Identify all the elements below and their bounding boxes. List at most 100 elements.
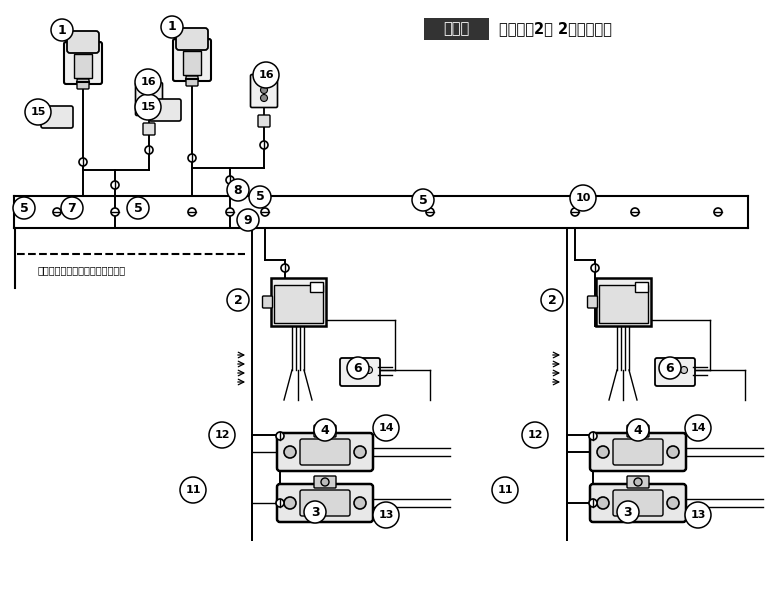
Circle shape bbox=[597, 446, 609, 458]
Circle shape bbox=[634, 427, 642, 435]
Circle shape bbox=[249, 186, 271, 208]
Text: 2: 2 bbox=[234, 293, 243, 307]
Circle shape bbox=[180, 477, 206, 503]
Circle shape bbox=[237, 209, 259, 231]
Text: 6: 6 bbox=[353, 361, 363, 374]
FancyBboxPatch shape bbox=[77, 79, 89, 89]
FancyBboxPatch shape bbox=[300, 439, 350, 465]
FancyBboxPatch shape bbox=[613, 439, 663, 465]
Circle shape bbox=[662, 367, 669, 373]
Text: 14: 14 bbox=[378, 423, 394, 433]
Text: 3: 3 bbox=[624, 505, 633, 518]
Text: 9: 9 bbox=[243, 214, 252, 226]
Text: 6: 6 bbox=[665, 361, 675, 374]
FancyBboxPatch shape bbox=[258, 115, 270, 127]
Circle shape bbox=[261, 86, 268, 94]
FancyBboxPatch shape bbox=[587, 296, 597, 308]
Circle shape bbox=[276, 432, 284, 440]
Circle shape bbox=[492, 477, 518, 503]
Text: エンジン2機 2箇所操作時: エンジン2機 2箇所操作時 bbox=[499, 22, 612, 37]
Circle shape bbox=[146, 86, 153, 94]
Text: バックアップ配線（オプション）: バックアップ配線（オプション） bbox=[38, 265, 126, 275]
Circle shape bbox=[522, 422, 548, 448]
Circle shape bbox=[135, 94, 161, 120]
FancyBboxPatch shape bbox=[314, 425, 336, 437]
Circle shape bbox=[51, 19, 73, 41]
Text: 1: 1 bbox=[168, 20, 176, 34]
FancyBboxPatch shape bbox=[598, 285, 647, 323]
FancyBboxPatch shape bbox=[176, 28, 208, 50]
Circle shape bbox=[348, 367, 354, 373]
Circle shape bbox=[412, 189, 434, 211]
Circle shape bbox=[261, 208, 269, 216]
Text: 13: 13 bbox=[690, 510, 706, 520]
Circle shape bbox=[25, 99, 51, 125]
FancyBboxPatch shape bbox=[186, 76, 198, 86]
Circle shape bbox=[672, 367, 679, 373]
Text: 13: 13 bbox=[378, 510, 394, 520]
Circle shape bbox=[111, 181, 119, 189]
Circle shape bbox=[127, 197, 149, 219]
FancyBboxPatch shape bbox=[64, 42, 102, 84]
Circle shape bbox=[227, 289, 249, 311]
FancyBboxPatch shape bbox=[340, 358, 380, 386]
Circle shape bbox=[659, 357, 681, 379]
Circle shape bbox=[354, 446, 366, 458]
FancyBboxPatch shape bbox=[590, 433, 686, 471]
Text: 4: 4 bbox=[633, 424, 643, 437]
Circle shape bbox=[146, 94, 153, 101]
Circle shape bbox=[680, 367, 687, 373]
FancyBboxPatch shape bbox=[274, 285, 322, 323]
Circle shape bbox=[591, 264, 599, 272]
Circle shape bbox=[13, 197, 35, 219]
Circle shape bbox=[597, 497, 609, 509]
Circle shape bbox=[373, 502, 399, 528]
Text: 2: 2 bbox=[548, 293, 556, 307]
FancyBboxPatch shape bbox=[263, 296, 272, 308]
Circle shape bbox=[79, 158, 87, 166]
Circle shape bbox=[347, 357, 369, 379]
Circle shape bbox=[627, 419, 649, 441]
FancyBboxPatch shape bbox=[271, 278, 325, 326]
Text: 12: 12 bbox=[215, 430, 230, 440]
FancyBboxPatch shape bbox=[250, 74, 278, 107]
FancyBboxPatch shape bbox=[595, 278, 651, 326]
Circle shape bbox=[188, 208, 196, 216]
Circle shape bbox=[111, 208, 119, 216]
Text: 11: 11 bbox=[186, 485, 200, 495]
Text: 5: 5 bbox=[256, 191, 264, 203]
FancyBboxPatch shape bbox=[655, 358, 695, 386]
Circle shape bbox=[284, 446, 296, 458]
FancyBboxPatch shape bbox=[173, 39, 211, 81]
Text: 構成図: 構成図 bbox=[443, 22, 469, 37]
Circle shape bbox=[61, 197, 83, 219]
Circle shape bbox=[314, 419, 336, 441]
Circle shape bbox=[631, 208, 639, 216]
FancyBboxPatch shape bbox=[277, 484, 373, 522]
Circle shape bbox=[226, 176, 234, 184]
FancyBboxPatch shape bbox=[67, 31, 99, 53]
Text: 5: 5 bbox=[20, 202, 28, 214]
Circle shape bbox=[634, 478, 642, 486]
Circle shape bbox=[685, 502, 711, 528]
Circle shape bbox=[226, 208, 234, 216]
Text: 15: 15 bbox=[30, 107, 46, 117]
Circle shape bbox=[281, 264, 289, 272]
Circle shape bbox=[366, 367, 373, 373]
Circle shape bbox=[589, 499, 597, 507]
FancyBboxPatch shape bbox=[314, 476, 336, 488]
FancyBboxPatch shape bbox=[310, 282, 322, 292]
FancyBboxPatch shape bbox=[41, 106, 73, 128]
Circle shape bbox=[284, 497, 296, 509]
Circle shape bbox=[321, 478, 329, 486]
Text: 16: 16 bbox=[258, 70, 274, 80]
FancyBboxPatch shape bbox=[136, 82, 162, 115]
FancyBboxPatch shape bbox=[149, 99, 181, 121]
FancyBboxPatch shape bbox=[183, 51, 201, 75]
FancyBboxPatch shape bbox=[277, 433, 373, 471]
Text: 15: 15 bbox=[140, 102, 156, 112]
Circle shape bbox=[276, 499, 284, 507]
Circle shape bbox=[321, 427, 329, 435]
Text: 5: 5 bbox=[133, 202, 143, 214]
Circle shape bbox=[260, 141, 268, 149]
